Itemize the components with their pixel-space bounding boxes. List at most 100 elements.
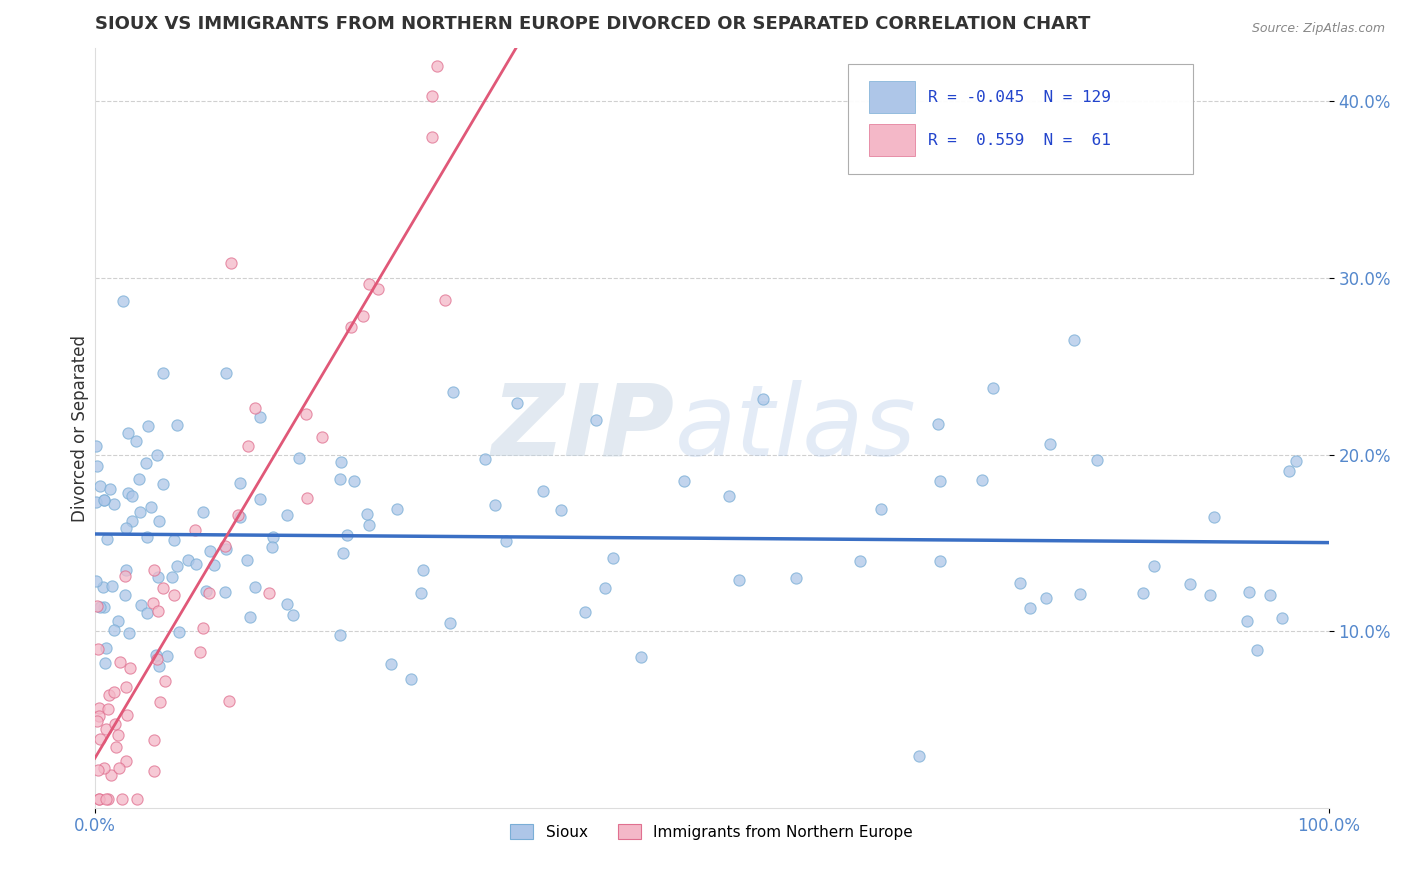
Point [139, 500, 162, 514]
Point [114, 588, 136, 602]
Point [239, 609, 262, 624]
Point [97, 792, 120, 806]
Point [186, 557, 208, 571]
Point [107, 615, 129, 629]
Point [434, 293, 457, 307]
Point [86, 458, 108, 473]
Point [329, 627, 352, 641]
Point [191, 505, 214, 519]
Point [1143, 558, 1166, 573]
Point [105, 739, 128, 754]
Point [343, 474, 366, 488]
Point [156, 649, 179, 664]
Point [135, 456, 157, 470]
Text: SIOUX VS IMMIGRANTS FROM NORTHERN EUROPE DIVORCED OR SEPARATED CORRELATION CHART: SIOUX VS IMMIGRANTS FROM NORTHERN EUROPE… [94, 15, 1090, 33]
Text: R =  0.559  N =  61: R = 0.559 N = 61 [928, 133, 1111, 148]
Point [297, 491, 319, 505]
Point [929, 474, 952, 488]
Point [163, 533, 186, 548]
Point [166, 418, 188, 433]
Point [1199, 588, 1222, 602]
Point [215, 366, 238, 380]
Point [257, 585, 280, 599]
Text: Source: ZipAtlas.com: Source: ZipAtlas.com [1251, 22, 1385, 36]
Point [118, 625, 141, 640]
Point [148, 658, 170, 673]
Point [236, 553, 259, 567]
Point [152, 477, 174, 491]
Point [630, 650, 652, 665]
Point [1277, 465, 1299, 479]
Point [84, 495, 107, 509]
Point [94, 640, 117, 655]
Point [142, 596, 165, 610]
Point [96, 792, 118, 806]
Point [1035, 591, 1057, 605]
Point [128, 472, 150, 486]
Point [100, 768, 122, 782]
Point [202, 558, 225, 573]
Point [146, 448, 169, 462]
Point [387, 501, 409, 516]
Point [89, 479, 111, 493]
Point [1271, 610, 1294, 624]
Point [262, 530, 284, 544]
Point [86, 714, 108, 728]
Point [94, 722, 117, 736]
Point [117, 486, 139, 500]
Point [294, 407, 316, 421]
Point [380, 657, 402, 671]
Point [188, 645, 211, 659]
Point [104, 717, 127, 731]
Point [98, 482, 121, 496]
Point [339, 320, 361, 334]
Point [420, 88, 443, 103]
Point [329, 472, 352, 486]
Point [1236, 614, 1258, 628]
Point [200, 543, 222, 558]
Point [672, 474, 695, 488]
Point [112, 294, 135, 309]
Point [89, 732, 111, 747]
Point [330, 455, 353, 469]
Point [152, 581, 174, 595]
Point [86, 764, 108, 778]
Point [129, 599, 152, 613]
Point [1202, 509, 1225, 524]
Point [121, 514, 143, 528]
Point [103, 685, 125, 699]
Point [125, 434, 148, 448]
Point [115, 680, 138, 694]
Point [1018, 601, 1040, 615]
Point [143, 733, 166, 747]
Point [908, 749, 931, 764]
Point [249, 491, 271, 506]
Point [108, 761, 131, 775]
Point [136, 531, 159, 545]
Point [439, 615, 461, 630]
Point [1132, 585, 1154, 599]
Point [115, 521, 138, 535]
Point [103, 497, 125, 511]
Point [399, 672, 422, 686]
Point [1039, 436, 1062, 450]
Point [149, 695, 172, 709]
Point [550, 502, 572, 516]
Point [245, 580, 267, 594]
Text: atlas: atlas [675, 380, 917, 476]
Point [441, 385, 464, 400]
Point [281, 608, 304, 623]
Point [107, 729, 129, 743]
Point [229, 476, 252, 491]
Point [412, 563, 434, 577]
Point [970, 473, 993, 487]
Point [474, 452, 496, 467]
Point [214, 585, 236, 599]
Point [163, 588, 186, 602]
Point [367, 281, 389, 295]
Point [145, 648, 167, 662]
Point [153, 674, 176, 689]
Point [86, 599, 108, 613]
Point [125, 792, 148, 806]
Point [870, 502, 893, 516]
